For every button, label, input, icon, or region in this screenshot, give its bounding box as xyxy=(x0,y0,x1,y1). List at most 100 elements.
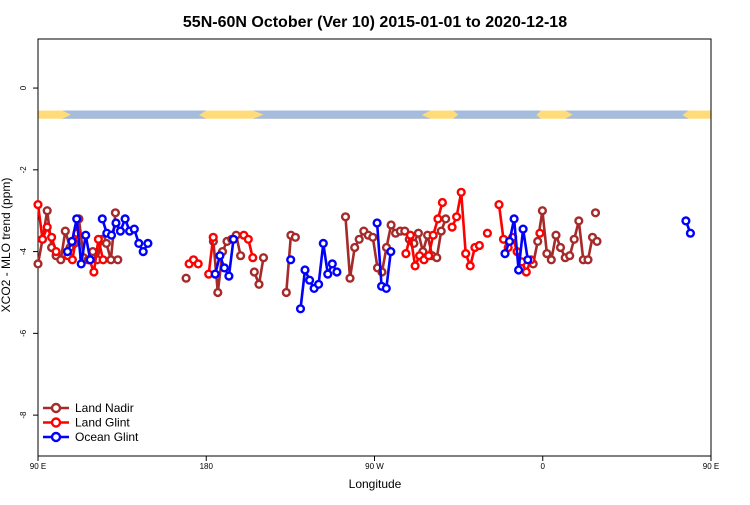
y-tick-label-1: -2 xyxy=(19,166,28,174)
data-point xyxy=(219,263,230,273)
series-layer xyxy=(33,187,696,314)
data-point xyxy=(113,255,123,265)
data-point xyxy=(314,279,324,289)
data-point xyxy=(62,247,73,257)
x-axis-label: Longitude xyxy=(349,477,402,491)
data-point xyxy=(537,206,548,216)
data-point xyxy=(583,255,593,265)
data-point xyxy=(120,214,130,224)
band-ocean-1 xyxy=(252,110,431,119)
data-point xyxy=(101,238,112,249)
data-point xyxy=(350,242,360,253)
data-point xyxy=(456,187,466,197)
legend-marker xyxy=(50,417,62,428)
data-point xyxy=(685,228,696,238)
data-point xyxy=(305,275,315,285)
data-point xyxy=(436,226,446,236)
data-point xyxy=(67,255,78,265)
data-point xyxy=(509,214,519,224)
data-point xyxy=(115,226,126,236)
data-point xyxy=(592,236,602,247)
land-ocean-band xyxy=(38,110,711,119)
data-point xyxy=(93,234,104,244)
legend-label: Land Glint xyxy=(75,416,130,430)
data-point xyxy=(97,214,107,224)
x-tick-label-1: 180 xyxy=(200,462,214,471)
data-point xyxy=(286,255,296,265)
data-point xyxy=(300,265,310,275)
data-point xyxy=(437,197,448,208)
data-point xyxy=(428,230,438,240)
data-point xyxy=(42,222,52,232)
data-point xyxy=(500,249,510,259)
series-ocean-glint xyxy=(62,214,696,314)
data-point xyxy=(513,265,524,275)
legend-label: Ocean Glint xyxy=(75,430,139,444)
series-line xyxy=(207,237,215,275)
data-point xyxy=(295,304,306,314)
data-point xyxy=(327,259,337,269)
data-point xyxy=(134,238,144,249)
data-point xyxy=(332,267,342,277)
data-point xyxy=(345,273,355,283)
data-point xyxy=(386,220,396,230)
data-point xyxy=(258,253,269,263)
data-point xyxy=(72,214,82,224)
data-point xyxy=(542,249,552,259)
data-point xyxy=(494,200,504,210)
band-ocean-0 xyxy=(62,110,207,119)
data-point xyxy=(504,236,515,247)
data-point xyxy=(523,255,533,265)
data-point xyxy=(518,224,528,234)
data-point xyxy=(432,253,442,263)
y-tick-label-4: -8 xyxy=(19,411,28,419)
data-point xyxy=(386,247,396,257)
data-point xyxy=(181,273,191,283)
data-point xyxy=(381,283,391,294)
data-point xyxy=(236,251,246,261)
chart-title: 55N-60N October (Ver 10) 2015-01-01 to 2… xyxy=(183,14,567,31)
y-tick-label-0: 0 xyxy=(19,85,28,90)
data-point xyxy=(452,212,462,222)
data-point xyxy=(33,200,43,210)
data-point xyxy=(249,267,259,277)
data-point xyxy=(681,216,691,226)
x-tick-label-2: 90 W xyxy=(365,462,384,471)
y-tick-label-2: -4 xyxy=(19,247,28,255)
data-point xyxy=(461,249,471,259)
y-tick-label-3: -6 xyxy=(19,329,28,337)
data-point xyxy=(193,259,203,269)
data-point xyxy=(521,267,531,277)
data-point xyxy=(323,269,333,279)
data-point xyxy=(590,208,601,218)
data-point xyxy=(546,255,556,265)
data-point xyxy=(354,234,364,244)
data-point xyxy=(424,251,434,261)
data-point xyxy=(106,230,117,240)
band-ocean-3 xyxy=(565,110,689,119)
data-point xyxy=(110,208,121,218)
data-point xyxy=(555,242,566,253)
data-point xyxy=(410,261,420,271)
data-point xyxy=(248,253,258,263)
data-point xyxy=(290,232,301,242)
data-point xyxy=(228,234,239,244)
y-axis-label: XCO2 - MLO trend (ppm) xyxy=(0,178,13,313)
data-point xyxy=(213,287,223,298)
data-point xyxy=(441,214,451,224)
legend-marker xyxy=(50,431,62,443)
data-point xyxy=(67,236,77,247)
data-point xyxy=(46,232,57,242)
data-point xyxy=(210,269,220,279)
data-point xyxy=(215,251,225,261)
data-point xyxy=(76,259,86,269)
legend-label: Land Nadir xyxy=(75,401,134,415)
data-point xyxy=(318,238,328,249)
x-tick-label-4: 90 E xyxy=(703,462,719,471)
data-point xyxy=(368,232,378,242)
data-point xyxy=(81,230,91,240)
series-line xyxy=(88,239,105,273)
